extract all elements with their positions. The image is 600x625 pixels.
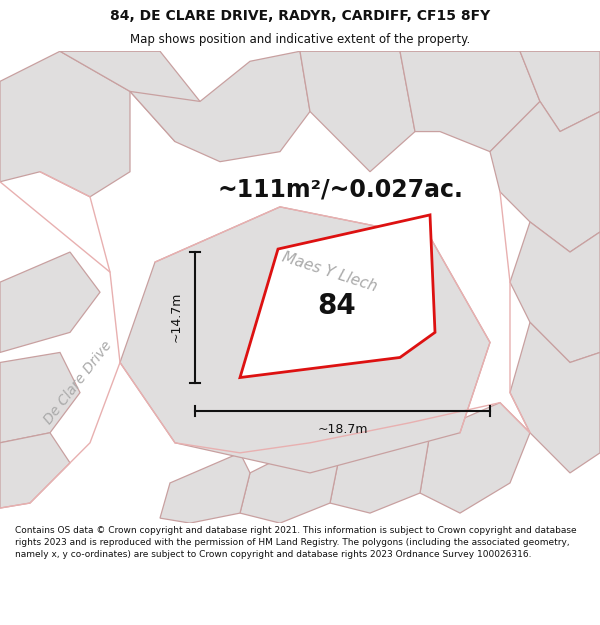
Text: Contains OS data © Crown copyright and database right 2021. This information is : Contains OS data © Crown copyright and d… <box>15 526 577 559</box>
Text: Map shows position and indicative extent of the property.: Map shows position and indicative extent… <box>130 33 470 46</box>
Text: De Clare Drive: De Clare Drive <box>41 338 115 427</box>
Polygon shape <box>520 51 600 132</box>
Text: ~18.7m: ~18.7m <box>317 422 368 436</box>
Polygon shape <box>160 453 250 523</box>
Polygon shape <box>120 207 490 473</box>
Text: 84, DE CLARE DRIVE, RADYR, CARDIFF, CF15 8FY: 84, DE CLARE DRIVE, RADYR, CARDIFF, CF15… <box>110 9 490 23</box>
Polygon shape <box>0 352 80 442</box>
Text: 84: 84 <box>317 292 356 320</box>
Polygon shape <box>400 51 540 152</box>
Polygon shape <box>0 51 130 197</box>
Text: ~111m²/~0.027ac.: ~111m²/~0.027ac. <box>217 177 463 202</box>
Polygon shape <box>490 101 600 252</box>
Polygon shape <box>240 442 340 523</box>
Polygon shape <box>510 222 600 362</box>
Polygon shape <box>0 432 70 508</box>
Text: ~14.7m: ~14.7m <box>170 292 183 342</box>
Polygon shape <box>330 422 430 513</box>
Polygon shape <box>0 252 100 352</box>
Polygon shape <box>130 51 310 162</box>
Polygon shape <box>510 322 600 473</box>
Polygon shape <box>60 51 200 142</box>
Polygon shape <box>300 51 415 172</box>
Polygon shape <box>240 215 435 378</box>
Text: Maes Y Llech: Maes Y Llech <box>281 249 379 294</box>
Polygon shape <box>420 402 530 513</box>
